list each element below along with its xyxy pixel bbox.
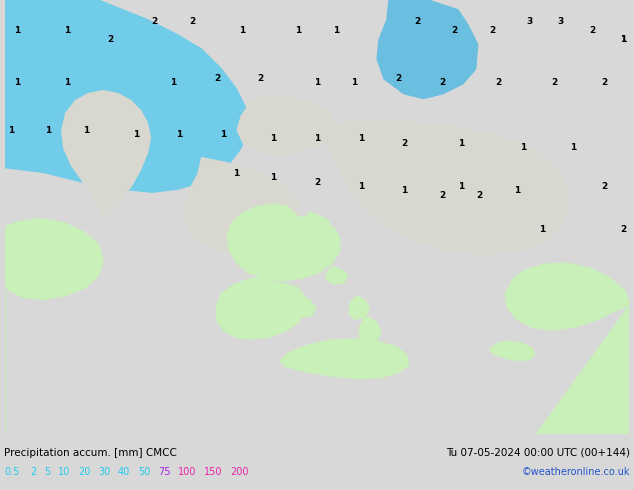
Text: 0.5: 0.5 bbox=[4, 467, 20, 477]
Text: 2: 2 bbox=[476, 191, 482, 199]
Text: 2: 2 bbox=[30, 467, 36, 477]
Text: ©weatheronline.co.uk: ©weatheronline.co.uk bbox=[522, 467, 630, 477]
Text: 2: 2 bbox=[152, 17, 158, 26]
Text: 200: 200 bbox=[230, 467, 249, 477]
Text: 2: 2 bbox=[189, 17, 195, 26]
Text: 2: 2 bbox=[620, 225, 626, 234]
Text: 1: 1 bbox=[176, 130, 183, 139]
Polygon shape bbox=[294, 295, 316, 318]
Text: 1: 1 bbox=[82, 125, 89, 135]
Text: 1: 1 bbox=[295, 26, 301, 35]
Text: 2: 2 bbox=[439, 78, 445, 87]
Polygon shape bbox=[505, 263, 630, 434]
Text: 1: 1 bbox=[351, 78, 358, 87]
Polygon shape bbox=[4, 219, 93, 434]
Text: 2: 2 bbox=[601, 182, 607, 191]
Text: 1: 1 bbox=[358, 134, 364, 143]
Text: 1: 1 bbox=[239, 26, 245, 35]
Text: 150: 150 bbox=[204, 467, 223, 477]
Text: 2: 2 bbox=[451, 26, 458, 35]
Polygon shape bbox=[306, 212, 330, 232]
Text: 1: 1 bbox=[270, 134, 276, 143]
Text: 1: 1 bbox=[333, 26, 339, 35]
Polygon shape bbox=[326, 266, 347, 284]
Text: 1: 1 bbox=[314, 134, 320, 143]
Text: 1: 1 bbox=[401, 186, 408, 196]
Polygon shape bbox=[377, 0, 477, 98]
Polygon shape bbox=[349, 295, 369, 319]
Text: 1: 1 bbox=[458, 182, 464, 191]
Polygon shape bbox=[489, 341, 535, 361]
Polygon shape bbox=[310, 248, 330, 268]
Text: 10: 10 bbox=[58, 467, 70, 477]
Text: 50: 50 bbox=[138, 467, 150, 477]
Polygon shape bbox=[310, 120, 568, 254]
Text: 1: 1 bbox=[458, 139, 464, 147]
Text: 2: 2 bbox=[601, 78, 607, 87]
Polygon shape bbox=[216, 278, 305, 339]
Polygon shape bbox=[228, 204, 340, 281]
Text: 5: 5 bbox=[44, 467, 50, 477]
Text: 1: 1 bbox=[570, 143, 576, 152]
Text: 100: 100 bbox=[178, 467, 197, 477]
Text: 1: 1 bbox=[64, 78, 70, 87]
Polygon shape bbox=[4, 219, 103, 434]
Text: 1: 1 bbox=[8, 125, 14, 135]
Text: 2: 2 bbox=[439, 191, 445, 199]
Text: 1: 1 bbox=[358, 182, 364, 191]
Polygon shape bbox=[280, 339, 409, 378]
Text: 1: 1 bbox=[620, 34, 626, 44]
Text: 40: 40 bbox=[118, 467, 130, 477]
Text: 1: 1 bbox=[233, 169, 239, 178]
Text: 3: 3 bbox=[557, 17, 564, 26]
Text: 2: 2 bbox=[414, 17, 420, 26]
Text: 2: 2 bbox=[257, 74, 264, 82]
Text: 2: 2 bbox=[401, 139, 408, 147]
Text: 1: 1 bbox=[220, 130, 226, 139]
Text: 2: 2 bbox=[314, 178, 320, 187]
Text: 1: 1 bbox=[620, 34, 626, 44]
Polygon shape bbox=[61, 91, 150, 217]
Text: 1: 1 bbox=[170, 78, 176, 87]
Text: 2: 2 bbox=[395, 74, 401, 82]
Text: 30: 30 bbox=[98, 467, 110, 477]
Text: 1: 1 bbox=[14, 78, 20, 87]
Text: 2: 2 bbox=[489, 26, 495, 35]
Text: 20: 20 bbox=[78, 467, 91, 477]
Text: 3: 3 bbox=[526, 17, 533, 26]
Text: 75: 75 bbox=[158, 467, 171, 477]
Text: 2: 2 bbox=[552, 78, 557, 87]
Text: 2: 2 bbox=[214, 74, 220, 82]
Text: 2: 2 bbox=[495, 78, 501, 87]
Polygon shape bbox=[359, 318, 381, 345]
Text: 1: 1 bbox=[314, 78, 320, 87]
Text: Tu 07-05-2024 00:00 UTC (00+144): Tu 07-05-2024 00:00 UTC (00+144) bbox=[446, 448, 630, 458]
Text: 1: 1 bbox=[539, 225, 545, 234]
Polygon shape bbox=[4, 0, 249, 192]
Text: 1: 1 bbox=[64, 26, 70, 35]
Text: 2: 2 bbox=[589, 26, 595, 35]
Text: 2: 2 bbox=[108, 34, 114, 44]
Text: 1: 1 bbox=[14, 26, 20, 35]
Text: Precipitation accum. [mm] CMCC: Precipitation accum. [mm] CMCC bbox=[4, 448, 177, 458]
Text: 1: 1 bbox=[520, 143, 526, 152]
Text: 1: 1 bbox=[514, 186, 520, 196]
Polygon shape bbox=[184, 158, 301, 253]
Text: 1: 1 bbox=[133, 130, 139, 139]
Text: 1: 1 bbox=[270, 173, 276, 182]
Polygon shape bbox=[237, 97, 335, 155]
Text: 1: 1 bbox=[45, 125, 51, 135]
